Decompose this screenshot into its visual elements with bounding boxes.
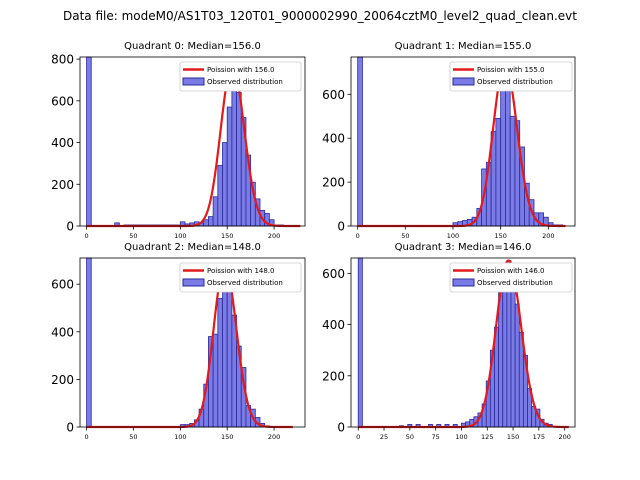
histogram-bar xyxy=(236,92,242,227)
histogram-bar xyxy=(357,257,363,428)
x-tick-label: 25 xyxy=(380,433,388,441)
legend-box xyxy=(179,262,302,293)
y-tick-label: 200 xyxy=(51,178,74,192)
legend-bar-label: Observed distribution xyxy=(477,279,553,287)
x-tick-label: 200 xyxy=(558,433,570,441)
histogram-bar xyxy=(226,106,233,227)
legend-box xyxy=(179,61,302,92)
histogram-bar xyxy=(212,196,219,227)
quadrant-1-chart: Quadrant 1: Median=155.0 0 50 100 150 200 0 20… xyxy=(322,41,576,240)
histogram-bar xyxy=(502,272,508,428)
y-tick-label: 400 xyxy=(322,318,345,332)
y-tick-label: 0 xyxy=(337,421,345,435)
figure-title: Data file: modeM0/AS1T03_120T01_90000029… xyxy=(63,9,577,23)
y-tick-label: 400 xyxy=(51,325,74,339)
x-tick-label: 100 xyxy=(174,232,186,240)
histogram-bar xyxy=(86,56,92,227)
y-tick-label: 600 xyxy=(322,88,345,102)
x-tick-label: 200 xyxy=(268,232,280,240)
x-tick-label: 0 xyxy=(356,433,360,441)
chart-legend: Poission with 156.0 Observed distributio… xyxy=(179,61,302,92)
legend-bar-label: Observed distribution xyxy=(207,78,283,86)
chart-legend: Poission with 146.0 Observed distributio… xyxy=(449,262,573,293)
chart-legend: Poission with 148.0 Observed distributio… xyxy=(179,262,302,293)
x-tick-label: 50 xyxy=(406,433,414,441)
histogram-bar xyxy=(208,216,214,227)
y-tick-label: 600 xyxy=(51,278,74,292)
y-tick-label: 600 xyxy=(322,267,345,281)
histogram-bar xyxy=(231,75,237,227)
axes-frame xyxy=(79,257,306,428)
chart-title: Quadrant 3: Median=146.0 xyxy=(395,242,532,253)
histogram-bar xyxy=(514,303,520,428)
x-tick-label: 150 xyxy=(494,232,506,240)
legend-box xyxy=(449,61,573,92)
y-tick-label: 200 xyxy=(322,369,345,383)
histogram-bar xyxy=(357,56,363,227)
y-tick-label: 0 xyxy=(66,220,74,234)
legend-bar-swatch xyxy=(182,77,205,86)
axes-frame xyxy=(79,56,306,227)
legend-bar-label: Observed distribution xyxy=(477,78,553,86)
x-tick-label: 150 xyxy=(221,232,233,240)
x-tick-label: 75 xyxy=(432,433,440,441)
histogram-bar xyxy=(500,71,506,227)
x-tick-label: 50 xyxy=(129,433,137,441)
x-tick-label: 125 xyxy=(481,433,493,441)
chart-title: Quadrant 2: Median=148.0 xyxy=(124,242,261,253)
y-tick-label: 0 xyxy=(66,421,74,435)
x-tick-label: 0 xyxy=(356,232,360,240)
legend-bar-swatch xyxy=(452,278,475,287)
histogram-bar xyxy=(217,298,223,428)
legend-line-label: Poission with 155.0 xyxy=(477,66,545,74)
legend-bar-swatch xyxy=(452,77,475,86)
x-tick-label: 50 xyxy=(129,232,137,240)
histogram-bar xyxy=(510,283,516,428)
x-tick-label: 100 xyxy=(174,433,186,441)
x-tick-label: 100 xyxy=(455,433,467,441)
axes-frame xyxy=(350,257,576,428)
legend-bar-label: Observed distribution xyxy=(207,279,283,287)
legend-bar-swatch xyxy=(182,278,205,287)
histogram-bar xyxy=(495,118,502,227)
legend-box xyxy=(449,262,573,293)
histogram-bar xyxy=(498,290,504,428)
legend-line-label: Poission with 148.0 xyxy=(207,267,275,275)
x-tick-label: 100 xyxy=(447,232,459,240)
y-tick-label: 400 xyxy=(51,136,74,150)
x-tick-label: 200 xyxy=(268,433,280,441)
histogram-bar xyxy=(222,269,228,428)
legend-line-label: Poission with 156.0 xyxy=(207,66,275,74)
histogram-bar xyxy=(86,257,92,428)
y-tick-label: 200 xyxy=(51,373,74,387)
y-tick-label: 200 xyxy=(322,176,345,190)
chart-title: Quadrant 1: Median=155.0 xyxy=(395,41,532,52)
x-tick-label: 150 xyxy=(221,433,233,441)
histogram-bar xyxy=(222,142,228,227)
y-tick-label: 0 xyxy=(337,220,345,234)
histogram-bar xyxy=(505,67,511,227)
x-tick-label: 0 xyxy=(84,232,88,240)
y-tick-label: 600 xyxy=(51,94,74,108)
x-tick-label: 200 xyxy=(542,232,554,240)
legend-line-label: Poission with 146.0 xyxy=(477,267,545,275)
histogram-bar xyxy=(203,219,209,227)
x-tick-label: 50 xyxy=(401,232,409,240)
histogram-bar xyxy=(509,115,516,227)
y-tick-label: 400 xyxy=(322,132,345,146)
y-tick-label: 800 xyxy=(51,53,74,67)
quadrant-3-chart: Quadrant 3: Median=146.0 0 25 50 75 100 125 15… xyxy=(322,242,576,441)
quadrant-0-chart: Quadrant 0: Median=156.0 0 50 100 150 200 0 20… xyxy=(51,41,306,240)
histogram-bar xyxy=(212,333,219,428)
histogram-bar xyxy=(226,274,233,428)
axes-frame xyxy=(350,56,576,227)
x-tick-label: 150 xyxy=(507,433,519,441)
chart-title: Quadrant 0: Median=156.0 xyxy=(124,41,261,52)
x-tick-label: 175 xyxy=(533,433,545,441)
histogram-bar xyxy=(217,165,223,227)
x-tick-label: 0 xyxy=(84,433,88,441)
chart-legend: Poission with 155.0 Observed distributio… xyxy=(449,61,573,92)
quadrant-2-chart: Quadrant 2: Median=148.0 0 50 100 150 200 0 20… xyxy=(51,242,306,441)
